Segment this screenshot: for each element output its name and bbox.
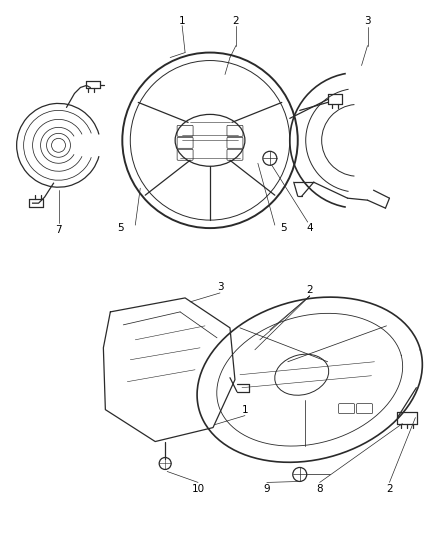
Text: 3: 3 — [217, 282, 223, 292]
Text: 8: 8 — [316, 484, 323, 495]
Text: 2: 2 — [233, 15, 239, 26]
Text: 4: 4 — [307, 223, 313, 233]
Text: 9: 9 — [264, 484, 270, 495]
Text: 3: 3 — [364, 15, 371, 26]
Text: 10: 10 — [191, 484, 205, 495]
Text: 5: 5 — [280, 223, 287, 233]
Text: 7: 7 — [55, 225, 62, 235]
Text: 2: 2 — [386, 484, 393, 495]
Text: 2: 2 — [307, 285, 313, 295]
Text: 1: 1 — [242, 405, 248, 415]
Text: 1: 1 — [179, 15, 185, 26]
Text: 5: 5 — [117, 223, 124, 233]
